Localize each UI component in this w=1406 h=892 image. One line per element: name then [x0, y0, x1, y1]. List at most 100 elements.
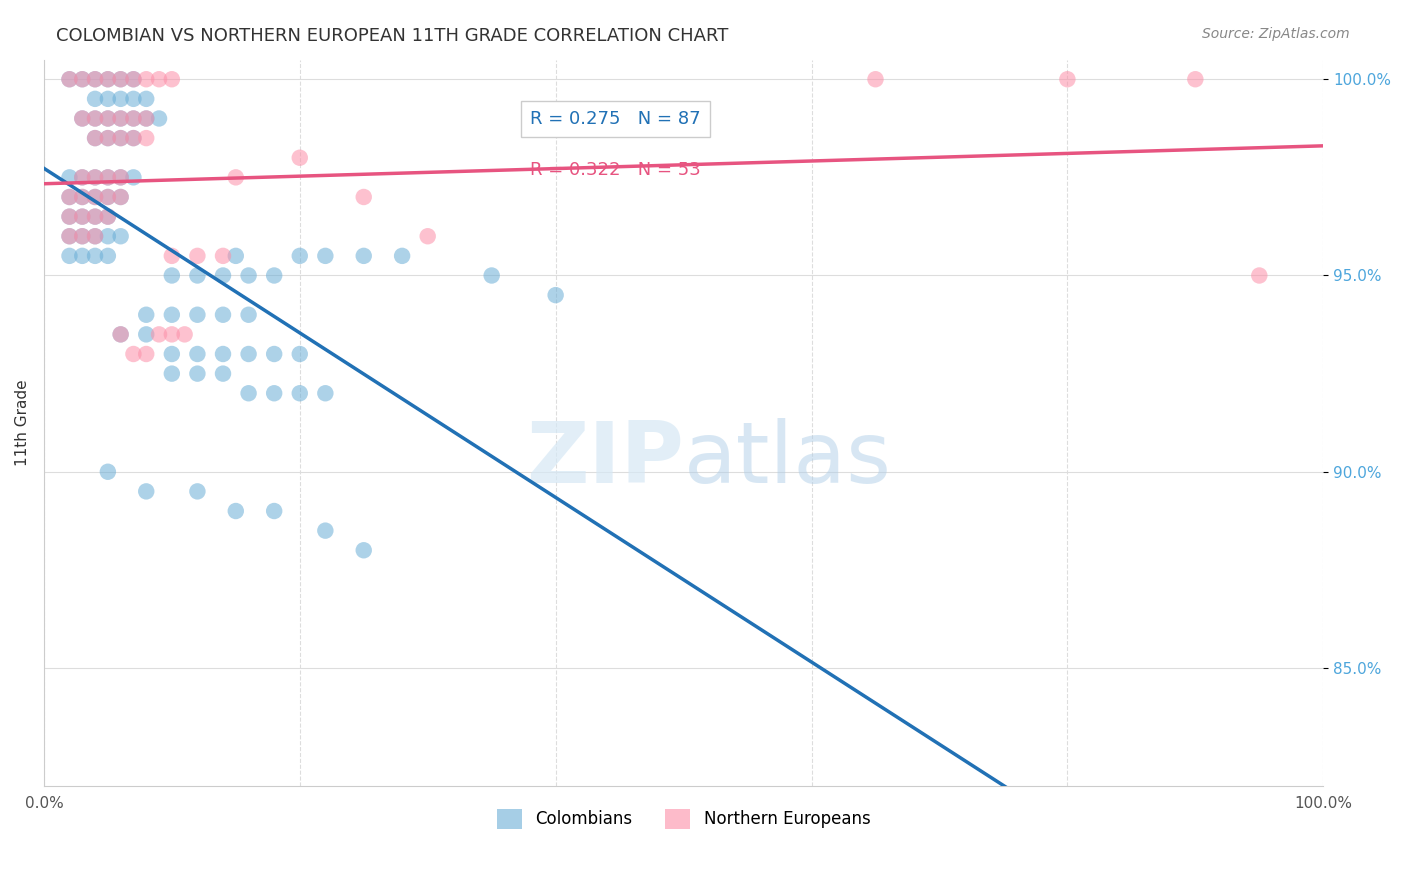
Northern Europeans	[72, 112, 94, 126]
Northern Europeans	[72, 229, 94, 244]
Northern Europeans	[58, 72, 80, 87]
Colombians	[58, 72, 80, 87]
Colombians	[58, 170, 80, 185]
Northern Europeans	[72, 190, 94, 204]
Colombians	[288, 347, 311, 361]
Colombians	[72, 210, 94, 224]
Colombians	[97, 229, 120, 244]
Colombians	[97, 92, 120, 106]
Northern Europeans	[288, 151, 311, 165]
Colombians	[186, 308, 208, 322]
Northern Europeans	[72, 210, 94, 224]
Colombians	[72, 190, 94, 204]
Northern Europeans	[160, 327, 183, 342]
Colombians	[97, 465, 120, 479]
Colombians	[263, 268, 285, 283]
Colombians	[160, 268, 183, 283]
Northern Europeans	[97, 72, 120, 87]
Colombians	[97, 210, 120, 224]
Colombians	[84, 112, 107, 126]
Colombians	[212, 268, 235, 283]
Colombians	[353, 249, 375, 263]
Northern Europeans	[148, 327, 170, 342]
Colombians	[58, 229, 80, 244]
Colombians	[288, 249, 311, 263]
Northern Europeans	[84, 170, 107, 185]
Text: atlas: atlas	[683, 417, 891, 500]
Colombians	[186, 484, 208, 499]
Northern Europeans	[353, 190, 375, 204]
Colombians	[314, 249, 336, 263]
Colombians	[238, 386, 260, 401]
Northern Europeans	[110, 327, 132, 342]
Northern Europeans	[84, 190, 107, 204]
Northern Europeans	[135, 72, 157, 87]
Northern Europeans	[97, 131, 120, 145]
Colombians	[481, 268, 503, 283]
Colombians	[544, 288, 567, 302]
Text: ZIP: ZIP	[526, 417, 683, 500]
Colombians	[72, 249, 94, 263]
Colombians	[110, 72, 132, 87]
Northern Europeans	[97, 190, 120, 204]
Colombians	[238, 268, 260, 283]
Northern Europeans	[110, 72, 132, 87]
Colombians	[58, 210, 80, 224]
Colombians	[84, 190, 107, 204]
Colombians	[314, 524, 336, 538]
Colombians	[238, 347, 260, 361]
Northern Europeans	[72, 170, 94, 185]
Colombians	[110, 131, 132, 145]
Colombians	[110, 170, 132, 185]
Colombians	[84, 170, 107, 185]
Northern Europeans	[58, 210, 80, 224]
Colombians	[391, 249, 413, 263]
Northern Europeans	[1249, 268, 1271, 283]
Northern Europeans	[84, 229, 107, 244]
Colombians	[58, 249, 80, 263]
Colombians	[110, 190, 132, 204]
Colombians	[212, 347, 235, 361]
Colombians	[72, 72, 94, 87]
Colombians	[72, 229, 94, 244]
Colombians	[110, 229, 132, 244]
Northern Europeans	[84, 131, 107, 145]
Northern Europeans	[160, 249, 183, 263]
Northern Europeans	[122, 72, 145, 87]
Legend: Colombians, Northern Europeans: Colombians, Northern Europeans	[489, 802, 877, 836]
Colombians	[135, 112, 157, 126]
Colombians	[212, 367, 235, 381]
Colombians	[84, 210, 107, 224]
Colombians	[186, 268, 208, 283]
Northern Europeans	[173, 327, 195, 342]
Northern Europeans	[58, 190, 80, 204]
Northern Europeans	[1056, 72, 1078, 87]
Colombians	[160, 367, 183, 381]
Northern Europeans	[97, 210, 120, 224]
Colombians	[135, 308, 157, 322]
Northern Europeans	[122, 112, 145, 126]
Colombians	[148, 112, 170, 126]
Northern Europeans	[84, 210, 107, 224]
Y-axis label: 11th Grade: 11th Grade	[15, 379, 30, 466]
Colombians	[122, 92, 145, 106]
Northern Europeans	[97, 170, 120, 185]
Colombians	[97, 131, 120, 145]
Text: R = 0.322   N = 53: R = 0.322 N = 53	[530, 161, 700, 179]
Northern Europeans	[84, 72, 107, 87]
Colombians	[263, 504, 285, 518]
Northern Europeans	[110, 170, 132, 185]
Colombians	[110, 92, 132, 106]
Colombians	[225, 504, 247, 518]
Colombians	[135, 484, 157, 499]
Northern Europeans	[84, 112, 107, 126]
Colombians	[110, 112, 132, 126]
Colombians	[84, 131, 107, 145]
Colombians	[97, 72, 120, 87]
Colombians	[160, 347, 183, 361]
Colombians	[122, 131, 145, 145]
Colombians	[97, 190, 120, 204]
Northern Europeans	[72, 72, 94, 87]
Colombians	[97, 170, 120, 185]
Colombians	[135, 327, 157, 342]
